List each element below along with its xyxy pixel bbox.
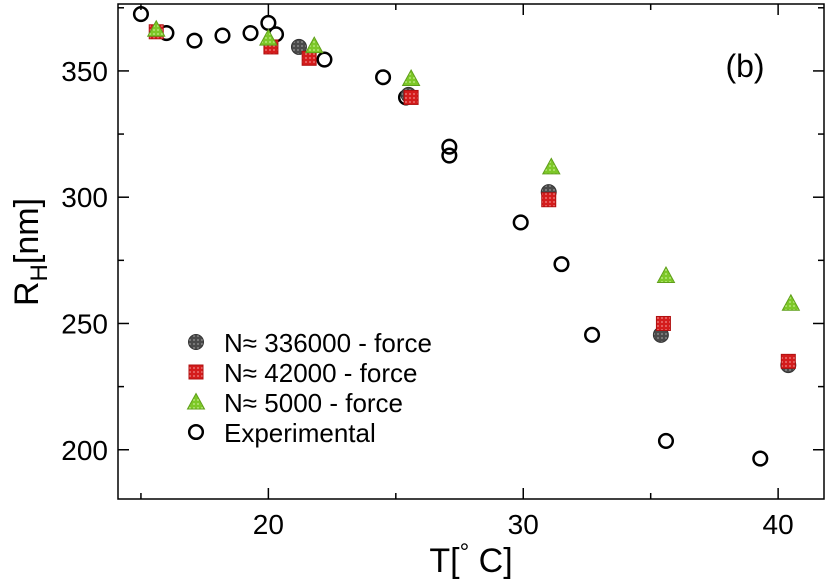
tick-labels: 20 30 40 200 250 300 350 (61, 56, 793, 540)
data-point (401, 68, 421, 87)
panel-label: (b) (725, 48, 764, 84)
x-tick-label: 30 (508, 509, 539, 540)
legend-label: Experimental (224, 418, 376, 448)
y-axis-label: RH[nm] (8, 198, 53, 306)
x-tick-label: 20 (253, 509, 284, 540)
data-markers (132, 6, 801, 467)
data-point (655, 315, 671, 331)
data-point (780, 353, 796, 369)
data-point (214, 27, 231, 44)
legend-label: N≈ 336000 - force (224, 328, 432, 358)
data-point (290, 38, 307, 55)
x-axis-label-degree: ° (460, 539, 470, 566)
y-tick-label: 200 (61, 435, 108, 466)
y-tick-label: 250 (61, 308, 108, 339)
legend-marker (186, 392, 206, 410)
data-point (584, 326, 601, 343)
data-point (316, 51, 333, 68)
x-axis-label-main: T[ (429, 542, 460, 580)
data-point (403, 89, 419, 105)
data-point (259, 28, 278, 46)
data-point (781, 293, 801, 311)
data-point (656, 265, 676, 283)
data-point (553, 256, 570, 273)
y-tick-label: 300 (61, 182, 108, 213)
legend-label: N≈ 42000 - force (224, 358, 417, 388)
y-tick-label: 350 (61, 56, 108, 87)
legend-label: N≈ 5000 - force (224, 388, 403, 418)
data-point (146, 19, 166, 37)
x-tick-label: 40 (763, 509, 794, 540)
data-point (242, 24, 259, 42)
y-axis-label-main: R (8, 281, 46, 306)
legend-marker (188, 334, 204, 350)
legend-marker (187, 423, 205, 441)
data-point (541, 157, 561, 175)
data-point (657, 432, 675, 449)
y-axis-label-unit: [nm] (8, 198, 46, 264)
plot-frame (117, 3, 825, 500)
data-point (304, 36, 324, 54)
data-point (375, 69, 392, 86)
data-point (441, 138, 458, 155)
data-point (512, 214, 529, 231)
data-point (132, 6, 149, 23)
data-point (541, 192, 557, 208)
x-axis-label-unit: C] (469, 542, 512, 580)
data-point (186, 32, 203, 49)
y-axis-label-sub: H (26, 264, 53, 281)
data-point (752, 450, 769, 467)
data-point (441, 147, 458, 164)
axis-ticks (118, 4, 824, 499)
legend-marker (188, 364, 204, 380)
data-point (301, 50, 317, 66)
x-axis-label: T[° C] (429, 539, 512, 580)
